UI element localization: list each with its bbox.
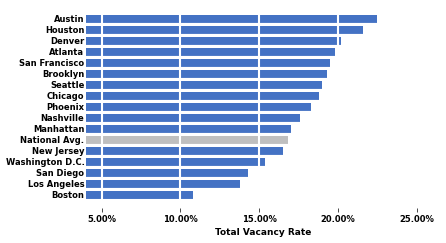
Bar: [23, 169, 248, 177]
Bar: [23, 48, 335, 56]
Bar: [23, 158, 265, 166]
Bar: [23, 103, 311, 111]
Bar: [23, 114, 300, 122]
Bar: [23, 70, 327, 78]
Bar: [23, 26, 363, 34]
X-axis label: Total Vacancy Rate: Total Vacancy Rate: [215, 228, 311, 237]
Bar: [23, 180, 240, 188]
Bar: [23, 37, 341, 45]
Bar: [23, 147, 283, 155]
Bar: [23, 136, 288, 144]
Bar: [23, 92, 319, 100]
Bar: [23, 81, 322, 89]
Bar: [23, 15, 377, 23]
Bar: [23, 125, 291, 133]
Bar: [23, 191, 193, 199]
Bar: [23, 59, 330, 67]
